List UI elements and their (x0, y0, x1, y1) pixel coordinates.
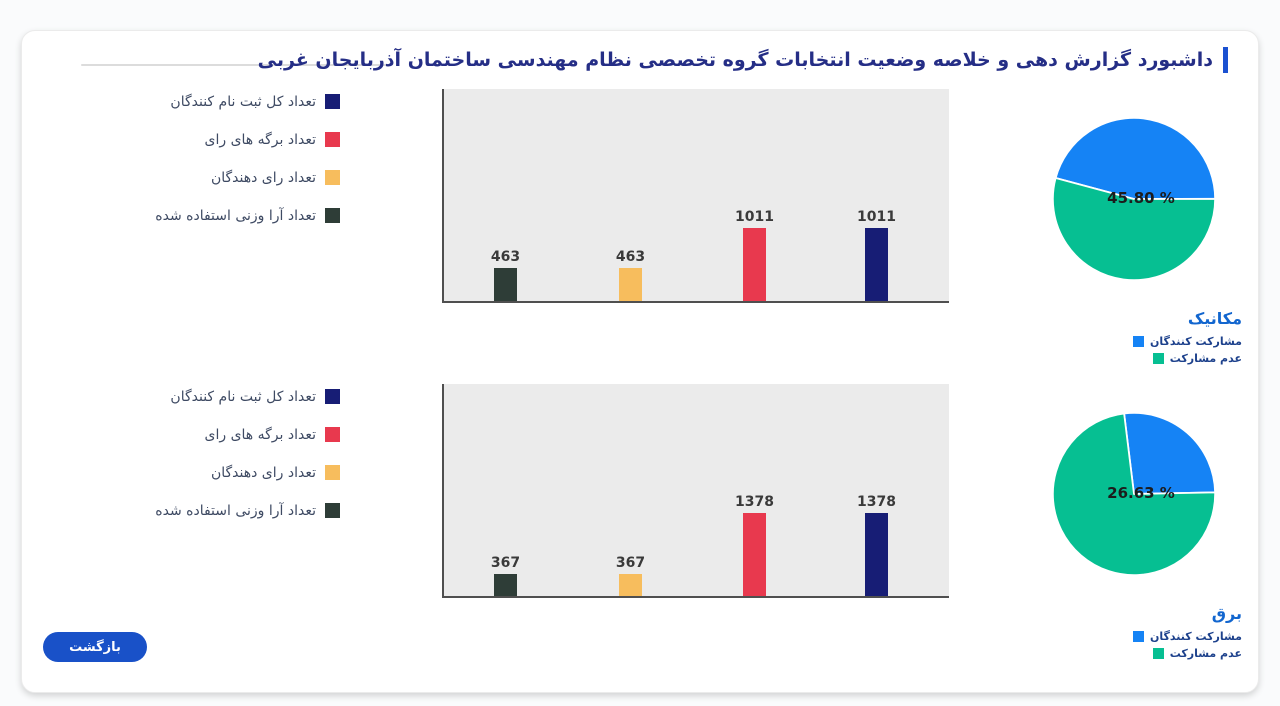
legend-swatch-yellow (325, 170, 340, 185)
pie-chart-mechanics[interactable] (1048, 113, 1220, 285)
pie-slice-non-participants[interactable] (1052, 412, 1217, 577)
bar-value-label: 367 (490, 554, 521, 571)
legend-label: تعداد کل ثبت نام کنندگان (170, 388, 316, 405)
pie-legend-item-non-participants: عدم مشارکت (1022, 352, 1242, 365)
back-button[interactable]: بازگشت (43, 632, 147, 662)
pie-legend-label: عدم مشارکت (1169, 647, 1242, 660)
bar-chart-legend: تعداد کل ثبت نام کنندگان تعداد برگه های … (100, 389, 340, 541)
pie-chart-electricity[interactable] (1048, 408, 1220, 580)
pie-legend-swatch-green (1152, 353, 1164, 364)
bar-group: 463 (490, 89, 521, 301)
pie-slice-participants[interactable] (1123, 412, 1217, 495)
pie-legend-swatch-green (1152, 648, 1164, 659)
legend-label: تعداد کل ثبت نام کنندگان (170, 93, 316, 110)
pie-title-mechanics: مکانیک (1187, 309, 1242, 328)
legend-label: تعداد رای دهندگان (210, 169, 316, 186)
pie-legend-item-non-participants: عدم مشارکت (1022, 647, 1242, 660)
legend-item-total-registrants: تعداد کل ثبت نام کنندگان (100, 93, 340, 110)
legend-label: تعداد رای دهندگان (210, 464, 316, 481)
pie-legend-label: عدم مشارکت (1169, 352, 1242, 365)
pie-legend-swatch-blue (1133, 336, 1144, 347)
bar-value-label: 1011 (857, 209, 896, 226)
pie-title-electricity: برق (1211, 604, 1242, 623)
bar-voters[interactable] (619, 573, 642, 596)
bar-group: 463 (615, 89, 646, 301)
bar-value-label: 1011 (735, 209, 774, 226)
bar-group: 1378 (735, 384, 774, 596)
page-title: داشبورد گزارش دهی و خلاصه وضعیت انتخابات… (257, 49, 1213, 71)
bar-chart-mechanics[interactable]: 463 463 1011 1011 (442, 89, 949, 303)
bar-value-label: 1378 (735, 494, 774, 511)
bar-chart-electricity[interactable]: 367 367 1378 1378 (442, 384, 949, 598)
page-header: داشبورد گزارش دهی و خلاصه وضعیت انتخابات… (258, 47, 1228, 73)
pie-legend-item-participants: مشارکت کنندگان (1022, 630, 1242, 643)
pie-slice-non-participants[interactable] (1051, 177, 1217, 282)
bar-total-registrants[interactable] (865, 513, 888, 596)
bar-ballots[interactable] (743, 228, 766, 301)
pie-legend-item-participants: مشارکت کنندگان (1022, 335, 1242, 348)
legend-item-weighted-votes: تعداد آرا وزنی استفاده شده (100, 207, 340, 224)
dashboard-card: داشبورد گزارش دهی و خلاصه وضعیت انتخابات… (21, 30, 1259, 693)
pie-percent-label: 45.80 % (1107, 189, 1175, 207)
bar-chart-legend: تعداد کل ثبت نام کنندگان تعداد برگه های … (100, 94, 340, 246)
bar-group: 367 (615, 384, 646, 596)
legend-swatch-darkgreen (325, 208, 340, 223)
bar-value-label: 1378 (857, 494, 896, 511)
legend-item-ballots: تعداد برگه های رای (100, 131, 340, 148)
bar-total-registrants[interactable] (865, 228, 888, 301)
bar-group: 367 (490, 384, 521, 596)
legend-item-weighted-votes: تعداد آرا وزنی استفاده شده (100, 502, 340, 519)
legend-swatch-navy (325, 94, 340, 109)
bar-ballots[interactable] (743, 513, 766, 596)
bar-group: 1011 (735, 89, 774, 301)
bar-value-label: 367 (615, 554, 646, 571)
legend-item-voters: تعداد رای دهندگان (100, 464, 340, 481)
title-accent-bar-icon (1223, 47, 1228, 73)
pie-slice-participants[interactable] (1054, 117, 1217, 200)
bar-value-label: 463 (615, 248, 646, 265)
header-divider-line (81, 64, 386, 66)
legend-label: تعداد برگه های رای (204, 131, 316, 148)
legend-label: تعداد آرا وزنی استفاده شده (155, 502, 316, 519)
pie-legend: مشارکت کنندگان عدم مشارکت (1022, 335, 1242, 369)
pie-legend-label: مشارکت کنندگان (1150, 335, 1242, 348)
bar-group: 1378 (857, 384, 896, 596)
bar-weighted-votes[interactable] (494, 267, 517, 301)
legend-item-voters: تعداد رای دهندگان (100, 169, 340, 186)
legend-swatch-red (325, 132, 340, 147)
legend-item-ballots: تعداد برگه های رای (100, 426, 340, 443)
legend-swatch-red (325, 427, 340, 442)
legend-label: تعداد آرا وزنی استفاده شده (155, 207, 316, 224)
legend-swatch-yellow (325, 465, 340, 480)
pie-legend: مشارکت کنندگان عدم مشارکت (1022, 630, 1242, 664)
bar-weighted-votes[interactable] (494, 573, 517, 596)
pie-percent-label: 26.63 % (1107, 484, 1175, 502)
chart-row-mechanics: تعداد کل ثبت نام کنندگان تعداد برگه های … (22, 89, 1260, 401)
legend-swatch-navy (325, 389, 340, 404)
legend-swatch-darkgreen (325, 503, 340, 518)
pie-legend-swatch-blue (1133, 631, 1144, 642)
bar-value-label: 463 (490, 248, 521, 265)
bar-group: 1011 (857, 89, 896, 301)
pie-legend-label: مشارکت کنندگان (1150, 630, 1242, 643)
bar-voters[interactable] (619, 267, 642, 301)
legend-label: تعداد برگه های رای (204, 426, 316, 443)
legend-item-total-registrants: تعداد کل ثبت نام کنندگان (100, 388, 340, 405)
chart-row-electricity: تعداد کل ثبت نام کنندگان تعداد برگه های … (22, 384, 1260, 696)
